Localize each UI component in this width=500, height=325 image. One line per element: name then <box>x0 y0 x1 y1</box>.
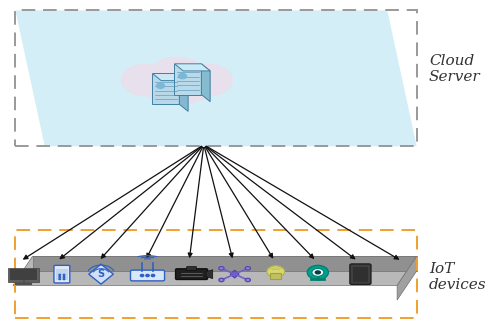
Circle shape <box>176 73 217 100</box>
Circle shape <box>308 266 328 280</box>
Circle shape <box>140 274 143 277</box>
FancyBboxPatch shape <box>8 268 40 281</box>
FancyBboxPatch shape <box>10 269 37 280</box>
Circle shape <box>142 73 183 100</box>
Circle shape <box>166 79 203 104</box>
Circle shape <box>59 274 60 275</box>
Circle shape <box>64 274 65 275</box>
Text: Cloud
Server: Cloud Server <box>429 54 480 84</box>
FancyBboxPatch shape <box>54 265 70 283</box>
Circle shape <box>64 277 65 278</box>
FancyBboxPatch shape <box>270 273 281 279</box>
FancyBboxPatch shape <box>130 270 164 281</box>
Polygon shape <box>180 73 188 111</box>
Circle shape <box>245 278 250 282</box>
Circle shape <box>150 57 204 93</box>
Polygon shape <box>16 10 416 146</box>
Polygon shape <box>174 64 210 71</box>
Circle shape <box>185 64 232 96</box>
Circle shape <box>267 266 284 278</box>
Circle shape <box>314 270 321 275</box>
Circle shape <box>59 277 60 278</box>
Circle shape <box>178 73 186 79</box>
Text: IoT
devices: IoT devices <box>429 262 486 292</box>
Circle shape <box>122 64 168 96</box>
Circle shape <box>245 266 250 270</box>
Circle shape <box>146 274 149 277</box>
Circle shape <box>152 274 154 277</box>
Circle shape <box>219 266 224 270</box>
Circle shape <box>59 279 60 280</box>
Polygon shape <box>88 264 114 284</box>
FancyBboxPatch shape <box>352 266 368 282</box>
FancyBboxPatch shape <box>56 268 68 280</box>
Circle shape <box>156 79 193 104</box>
Polygon shape <box>152 73 188 81</box>
Polygon shape <box>174 64 202 95</box>
FancyBboxPatch shape <box>186 266 196 270</box>
Circle shape <box>219 278 224 282</box>
Polygon shape <box>152 73 180 104</box>
Polygon shape <box>202 64 210 102</box>
FancyBboxPatch shape <box>176 269 208 280</box>
Circle shape <box>156 83 164 88</box>
Polygon shape <box>13 256 416 285</box>
Circle shape <box>64 279 65 280</box>
Circle shape <box>312 268 324 276</box>
Polygon shape <box>397 256 416 300</box>
Polygon shape <box>230 270 239 278</box>
Text: S: S <box>98 269 104 279</box>
Polygon shape <box>32 256 416 271</box>
Polygon shape <box>206 270 212 279</box>
FancyBboxPatch shape <box>350 264 371 284</box>
